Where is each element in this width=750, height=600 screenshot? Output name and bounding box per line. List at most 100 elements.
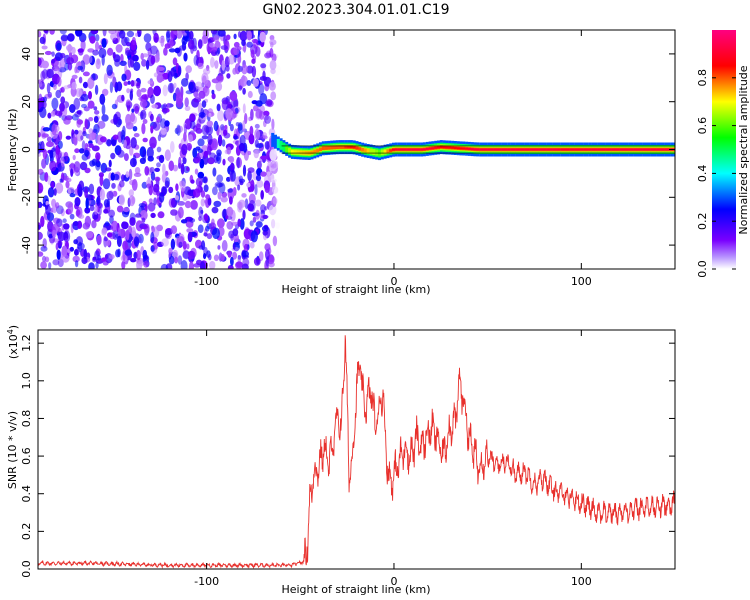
noise-blob xyxy=(59,102,65,112)
snr-panel: -100 0 100 0.0 0.2 0.4 0.6 0.8 1.0 1.2 Height of… xyxy=(6,325,676,596)
noise-blob xyxy=(190,200,198,210)
signal-cell xyxy=(583,148,587,151)
y-tick-label: 1.0 xyxy=(20,372,33,390)
noise-blob xyxy=(170,30,178,39)
noise-blob xyxy=(249,125,254,136)
noise-blob xyxy=(185,65,192,74)
noise-blob xyxy=(182,35,189,41)
signal-cell xyxy=(614,148,617,151)
spectrogram-x-ticks: -100 0 100 xyxy=(194,30,592,288)
noise-blob xyxy=(230,256,234,266)
signal-cell xyxy=(585,148,589,151)
snr-x-ticks: -100 0 100 xyxy=(194,330,592,588)
noise-blob xyxy=(102,88,109,96)
noise-blob xyxy=(197,138,205,147)
signal-cell xyxy=(361,147,365,152)
noise-blob xyxy=(88,183,95,195)
colorbar-ticks: 0.0 0.2 0.4 0.6 0.8 xyxy=(696,69,736,278)
noise-blob xyxy=(117,118,123,126)
noise-blob xyxy=(106,64,113,77)
noise-blob xyxy=(103,199,110,208)
noise-blob xyxy=(108,159,112,168)
x-tick-label: 0 xyxy=(390,575,397,588)
noise-blob xyxy=(226,146,232,155)
colorbar-tick-label: 0.8 xyxy=(696,69,709,87)
signal-cell xyxy=(352,146,356,149)
noise-blob xyxy=(162,103,168,115)
noise-blob xyxy=(207,197,212,206)
noise-blob xyxy=(49,160,57,172)
noise-blob xyxy=(156,66,165,71)
noise-blob xyxy=(111,103,118,110)
noise-blob xyxy=(72,154,76,161)
noise-blob xyxy=(121,174,125,182)
noise-blob xyxy=(183,124,187,135)
noise-blob xyxy=(244,198,249,209)
noise-blob xyxy=(172,57,178,66)
noise-blob xyxy=(254,128,261,140)
signal-cell xyxy=(347,146,351,149)
colorbar-gradient xyxy=(712,30,736,269)
noise-blob xyxy=(93,116,99,123)
noise-blob xyxy=(226,206,234,217)
noise-blob xyxy=(78,48,84,56)
noise-blob xyxy=(80,135,84,141)
noise-blob xyxy=(94,84,99,95)
noise-blob xyxy=(82,71,90,77)
noise-blob xyxy=(244,113,248,125)
noise-blob xyxy=(85,231,94,239)
noise-blob xyxy=(232,228,239,237)
noise-blob xyxy=(120,53,124,63)
noise-blob xyxy=(242,209,246,220)
noise-blob xyxy=(180,260,188,269)
signal-cell xyxy=(282,142,286,152)
noise-blob xyxy=(225,65,230,72)
noise-blob xyxy=(82,54,91,65)
noise-blob xyxy=(75,88,83,98)
signal-cell xyxy=(535,148,539,151)
colorbar-tick-label: 0.4 xyxy=(696,165,709,183)
noise-blob xyxy=(193,263,201,268)
noise-blob xyxy=(140,87,147,93)
noise-blob xyxy=(51,123,57,136)
signal-cell xyxy=(524,148,528,151)
noise-blob xyxy=(271,178,277,183)
noise-blob xyxy=(156,116,161,123)
noise-blob xyxy=(126,88,131,94)
noise-blob xyxy=(179,45,187,51)
noise-blob xyxy=(150,125,154,134)
noise-blob xyxy=(214,60,219,69)
noise-blob xyxy=(141,53,149,58)
signal-cell xyxy=(622,148,626,151)
noise-blob xyxy=(228,54,235,65)
noise-blob xyxy=(239,134,246,146)
noise-blob xyxy=(44,172,49,182)
noise-blob xyxy=(202,68,211,75)
noise-blob xyxy=(88,262,95,269)
signal-cell xyxy=(285,145,289,152)
noise-blob xyxy=(113,113,119,125)
noise-blob xyxy=(201,176,208,183)
noise-blob xyxy=(170,209,178,216)
noise-blob xyxy=(178,241,183,248)
signal-cell xyxy=(389,149,393,152)
noise-blob xyxy=(165,177,170,188)
noise-blob xyxy=(141,94,150,100)
noise-blob xyxy=(269,59,277,71)
signal-cell xyxy=(557,148,561,151)
noise-blob xyxy=(57,231,66,242)
noise-blob xyxy=(209,260,216,269)
noise-blob xyxy=(44,30,49,35)
signal-cell xyxy=(335,145,339,149)
noise-blob xyxy=(254,184,258,196)
signal-cell xyxy=(476,148,480,151)
noise-blob xyxy=(112,173,120,181)
noise-blob xyxy=(272,235,278,247)
noise-blob xyxy=(99,188,105,201)
signal-cell xyxy=(392,148,395,151)
noise-blob xyxy=(115,249,120,258)
noise-blob xyxy=(186,142,193,151)
noise-blob xyxy=(197,224,204,233)
signal-cell xyxy=(355,147,359,150)
